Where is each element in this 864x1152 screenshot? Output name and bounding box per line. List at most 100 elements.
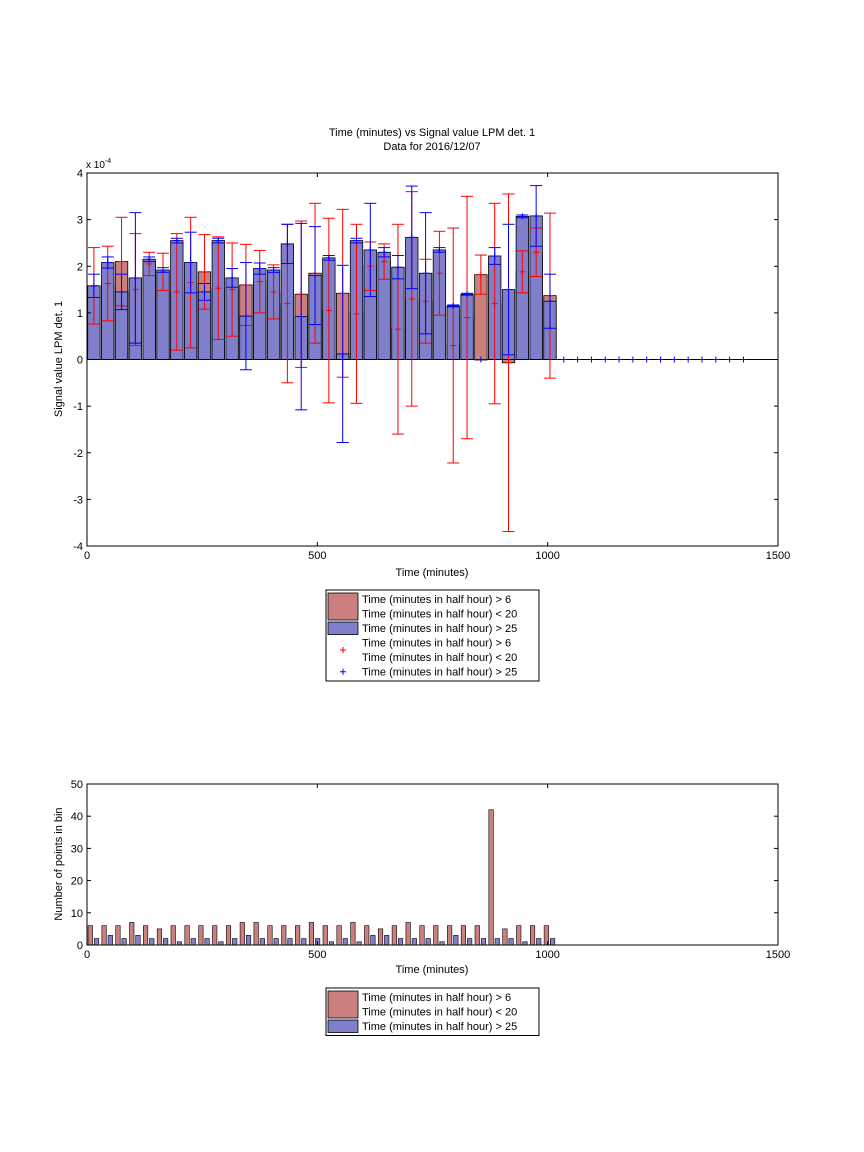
- x-tick-label: 1500: [766, 949, 790, 961]
- blue-count-bar: [550, 938, 556, 946]
- legend-label: Time (minutes in half hour) > 25: [362, 1021, 517, 1033]
- x-tick-label: 0: [84, 949, 90, 961]
- blue-count-bar: [149, 938, 155, 946]
- red-legend-swatch: [327, 990, 359, 1019]
- blue-count-bar: [301, 938, 307, 946]
- blue-count-bar: [342, 938, 348, 946]
- red-count-bar: [377, 928, 384, 946]
- y-tick-label: -2: [73, 448, 83, 460]
- x-tick-label: 1000: [535, 949, 559, 961]
- red-count-bar: [267, 925, 273, 946]
- blue-count-bar: [121, 938, 127, 946]
- legend-label: Time (minutes in half hour) < 20: [362, 652, 517, 664]
- red-count-bar: [391, 925, 397, 946]
- blue-legend-swatch: [327, 621, 359, 635]
- red-count-bar: [170, 925, 176, 946]
- red-count-bar: [460, 925, 467, 946]
- x-tick-label: 1500: [766, 550, 790, 562]
- y-tick-label: -3: [73, 494, 83, 506]
- y-axis-label: Number of points in bin: [53, 807, 65, 920]
- blue-count-bar: [536, 938, 542, 946]
- legend-box: [325, 589, 540, 682]
- red-count-bar: [529, 925, 536, 946]
- x-axis-label: Time (minutes): [396, 964, 469, 976]
- red-count-bar: [336, 925, 342, 946]
- legend-label: Time (minutes in half hour) < 20: [362, 1007, 517, 1019]
- count-plot-area: 0 500 1000 1500 0 10 20 30 40 50: [71, 779, 790, 961]
- blue-count-bar: [411, 938, 417, 946]
- legend-label: Time (minutes in half hour) > 6: [362, 594, 511, 606]
- red-count-bar: [156, 928, 162, 946]
- y-tick-label: 0: [77, 355, 83, 367]
- red-count-bar: [364, 925, 370, 946]
- blue-legend-swatch: [327, 1019, 359, 1033]
- red-count-bar: [101, 925, 107, 946]
- x-tick-label: 500: [308, 949, 326, 961]
- x-axis-label: Time (minutes): [396, 567, 469, 579]
- red-count-bar: [322, 925, 328, 946]
- blue-count-bar: [232, 938, 238, 946]
- blue-count-bar: [397, 938, 404, 946]
- red-count-bar: [281, 925, 287, 946]
- red-count-bar: [474, 925, 480, 946]
- plot-background: [87, 784, 778, 945]
- blue-count-bar: [135, 935, 141, 946]
- red-count-bar: [502, 928, 508, 946]
- blue-count-bar: [245, 935, 252, 946]
- red-count-bar: [516, 925, 522, 946]
- y-tick-label: 10: [71, 908, 83, 920]
- red-count-bar: [115, 925, 121, 946]
- legend-label: Time (minutes in half hour) > 25: [362, 623, 517, 635]
- signal-legend: Time (minutes in half hour) > 6 Time (min…: [325, 589, 540, 682]
- blue-count-bar: [287, 938, 293, 946]
- red-count-bar: [225, 925, 232, 946]
- red-legend-swatch: [327, 592, 359, 621]
- red-count-bar: [447, 925, 453, 946]
- y-tick-label: 30: [71, 843, 83, 855]
- y-tick-label: -4: [73, 541, 83, 553]
- y-tick-label: 3: [77, 215, 83, 227]
- red-count-bar: [143, 925, 149, 946]
- y-axis-label: Signal value LPM det. 1: [53, 301, 65, 417]
- red-count-bar: [198, 925, 204, 946]
- blue-count-bar: [508, 938, 514, 946]
- red-count-bar: [212, 925, 218, 946]
- count-chart: 0 500 1000 1500 0 10 20 30 40 50 Time (minutes) N…: [53, 779, 790, 1036]
- legend-label: Time (minutes in half hour) > 25: [362, 667, 517, 679]
- red-count-bar: [350, 922, 356, 946]
- y-tick-label: 20: [71, 876, 83, 888]
- red-count-bar: [433, 925, 439, 946]
- chart-subtitle: Data for 2016/12/07: [383, 141, 480, 153]
- blue-count-bar: [163, 938, 169, 946]
- y-tick-label: 2: [77, 261, 83, 273]
- blue-count-bar: [204, 938, 210, 946]
- red-count-bar: [295, 925, 301, 946]
- legend-label: Time (minutes in half hour) < 20: [362, 609, 517, 621]
- y-tick-label: 40: [71, 811, 83, 823]
- red-count-bar: [87, 925, 93, 946]
- x-tick-label: 500: [308, 550, 326, 562]
- blue-count-bar: [384, 935, 390, 946]
- signal-chart: Time (minutes) vs Signal value LPM det. …: [53, 127, 790, 682]
- red-count-bar: [129, 922, 135, 946]
- blue-count-bar: [93, 938, 100, 946]
- blue-count-bar: [273, 938, 279, 946]
- red-count-bar: [419, 925, 425, 946]
- y-tick-label: 4: [77, 168, 83, 180]
- red-count-bar: [184, 925, 190, 946]
- red-count-bar: [253, 922, 259, 946]
- y-tick-label: 50: [71, 779, 83, 791]
- blue-count-bar: [453, 935, 459, 946]
- signal-plot-area: 0 500 1000 1500 -4 -3 -2 -1 0 1 2 3 4: [73, 168, 790, 562]
- y-tick-label: -1: [73, 401, 83, 413]
- red-count-bar: [239, 922, 245, 946]
- plot-frame: [86, 783, 779, 946]
- blue-count-bar: [480, 938, 487, 946]
- legend-label: Time (minutes in half hour) > 6: [362, 992, 511, 1004]
- red-count-bar: [488, 809, 494, 946]
- red-count-bar: [308, 922, 314, 946]
- x-tick-label: 1000: [535, 550, 559, 562]
- blue-count-bar: [494, 938, 500, 946]
- legend-label: Time (minutes in half hour) > 6: [362, 638, 511, 650]
